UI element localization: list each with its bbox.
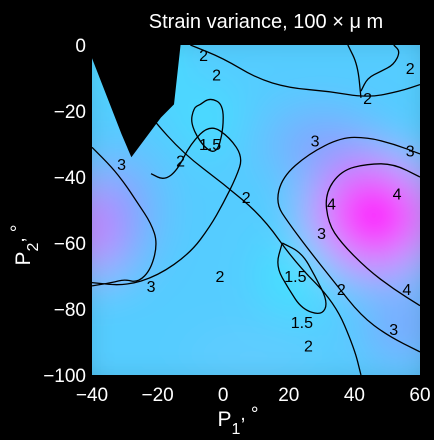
contour-label-5: 2: [176, 154, 185, 171]
contour-label-12: 3: [317, 226, 326, 243]
contour-label-2: 2: [363, 91, 372, 108]
field-blob-5: [98, 157, 152, 263]
x-tick-label-3: 20: [278, 385, 299, 406]
x-axis-ticks: −40 −20 0 20 40 60: [76, 385, 431, 406]
contour-label-13: 2: [215, 269, 224, 286]
contour-line-3-7: [92, 146, 157, 287]
contour-label-1: 2: [212, 68, 221, 85]
contour-lines: [92, 45, 420, 375]
contour-label-0: 2: [199, 48, 208, 65]
contour-label-19: 3: [389, 322, 398, 339]
x-tick-label-2: 0: [218, 385, 229, 406]
contour-label-8: 3: [311, 134, 320, 151]
x-tick-label-1: −20: [141, 385, 173, 406]
contour-label-14: 1.5: [284, 269, 306, 286]
y-tick-label-1: −20: [54, 102, 86, 123]
field-blob-7: [269, 243, 322, 309]
contour-label-10: 4: [327, 196, 336, 213]
y-tick-label-5: −100: [43, 366, 86, 387]
y-tick-label-4: −80: [54, 300, 86, 321]
contour-label-9: 4: [393, 187, 402, 204]
contour-label-7: 3: [406, 144, 415, 161]
field-blob-6: [187, 91, 227, 144]
contour-label-4: 1.5: [199, 137, 221, 154]
y-tick-label-0: 0: [75, 36, 86, 57]
field-blob-1: [360, 170, 420, 237]
contour-line-1.5-6: [277, 242, 327, 315]
contour-line-1.5-5: [191, 98, 224, 152]
x-axis-label: P1, °: [217, 404, 258, 438]
y-axis-label: P2, °: [8, 224, 42, 265]
x-tick-label-0: −40: [76, 385, 108, 406]
contour-line-2-1: [190, 45, 420, 97]
contour-label-17: 1.5: [291, 315, 313, 332]
y-axis-ticks: 0 −20 −40 −60 −80 −100: [43, 36, 86, 387]
contour-line-2-3: [360, 45, 400, 92]
color-field: [92, 45, 420, 375]
contour-label-15: 2: [337, 282, 346, 299]
y-tick-label-3: −60: [54, 234, 86, 255]
field-blob-9: [183, 338, 329, 375]
contour-label-11: 2: [242, 190, 251, 207]
contour-line-4-9: [325, 163, 420, 307]
contour-line-2-4: [92, 127, 242, 286]
contour-label-18: 3: [147, 279, 156, 296]
contour-label-16: 4: [402, 282, 411, 299]
contour-line-2-0: [92, 54, 362, 375]
y-tick-label-2: −40: [54, 168, 86, 189]
field-blob-3: [269, 117, 375, 171]
contour-line-2-2: [347, 45, 362, 98]
contour-line-3-8: [277, 136, 420, 353]
x-tick-label-5: 60: [409, 385, 430, 406]
x-tick-label-4: 40: [344, 385, 365, 406]
chart-title: Strain variance, 100 × μ m: [149, 11, 383, 33]
contour-label-6: 3: [117, 157, 126, 174]
contour-label-20: 2: [304, 338, 313, 355]
contour-label-3: 2: [406, 61, 415, 78]
field-blob-4: [370, 292, 420, 359]
